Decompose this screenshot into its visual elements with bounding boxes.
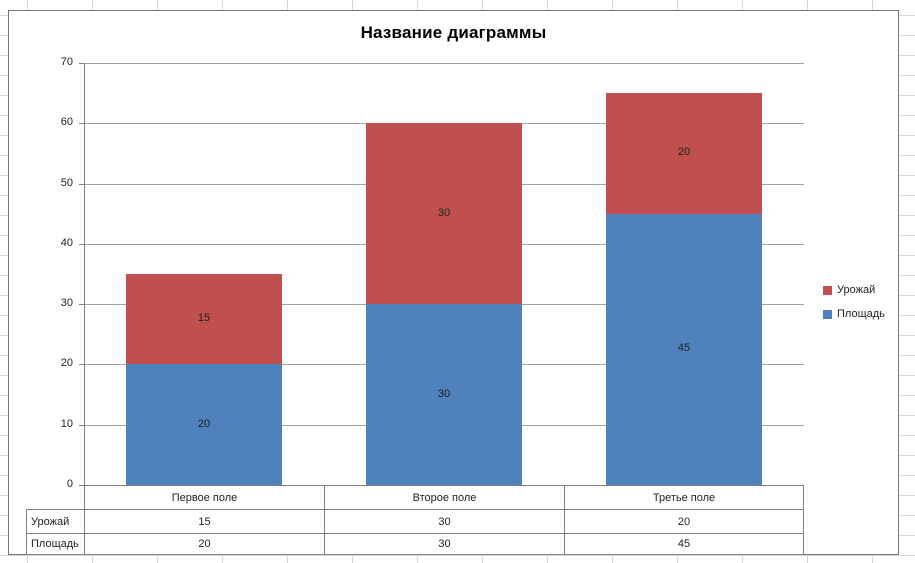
table-row-label: Площадь (26, 533, 84, 555)
chart-title: Название диаграммы (360, 23, 547, 42)
table-value-cell: 30 (324, 533, 564, 555)
y-axis-tick-label: 0 (66, 478, 73, 490)
bar-data-label: 20 (197, 417, 211, 430)
legend-label: Урожай (837, 284, 876, 296)
legend-entry-Урожай[interactable]: Урожай (823, 283, 885, 297)
y-axis-tick (79, 304, 84, 306)
legend-swatch-icon (823, 309, 832, 319)
y-axis-tick-label: 30 (60, 297, 73, 310)
y-axis-tick (79, 424, 84, 426)
bar-segment-Площадь[interactable] (366, 304, 522, 485)
legend-entry-Площадь[interactable]: Площадь (823, 307, 885, 321)
bar-data-label: 20 (677, 146, 691, 159)
table-category-header: Первое поле (84, 485, 324, 509)
bar-segment-Урожай[interactable] (126, 274, 282, 365)
y-axis (84, 63, 85, 485)
bar-data-label: 45 (677, 342, 691, 355)
bar-segment-Урожай[interactable] (366, 123, 522, 305)
y-axis-tick-label: 10 (60, 417, 73, 430)
y-axis-tick (79, 485, 84, 486)
y-axis-tick (79, 183, 84, 185)
legend-swatch-icon (823, 285, 832, 295)
table-category-header: Третье поле (564, 485, 804, 509)
table-value-cell: 15 (84, 509, 324, 533)
bar-segment-Площадь[interactable] (606, 213, 762, 485)
y-axis-tick (79, 123, 84, 125)
table-value-cell: 30 (324, 509, 564, 533)
table-value-cell: 20 (84, 533, 324, 555)
y-axis-tick (79, 63, 84, 64)
chart-object[interactable]: Название диаграммы Урожай Площадь Первое … (8, 10, 899, 555)
table-value-cell: 45 (564, 533, 804, 555)
legend[interactable]: Урожай Площадь (823, 283, 885, 321)
gridline (84, 63, 804, 64)
y-axis-tick-label: 40 (60, 236, 73, 249)
table-value-cell: 20 (564, 509, 804, 533)
y-axis-tick-label: 50 (60, 176, 73, 189)
table-category-header: Второе поле (324, 485, 564, 509)
bar-data-label: 30 (437, 387, 451, 400)
bar-segment-Площадь[interactable] (126, 364, 282, 485)
y-axis-tick (79, 243, 84, 245)
table-row-label: Урожай (26, 509, 84, 533)
bar-data-label: 15 (197, 312, 211, 325)
y-axis-tick-label: 70 (60, 56, 73, 68)
y-axis-tick (79, 364, 84, 366)
bar-data-label: 30 (437, 206, 451, 219)
y-axis-tick-label: 60 (60, 116, 73, 129)
legend-label: Площадь (837, 308, 885, 320)
y-axis-tick-label: 20 (60, 357, 73, 370)
bar-segment-Урожай[interactable] (606, 93, 762, 214)
